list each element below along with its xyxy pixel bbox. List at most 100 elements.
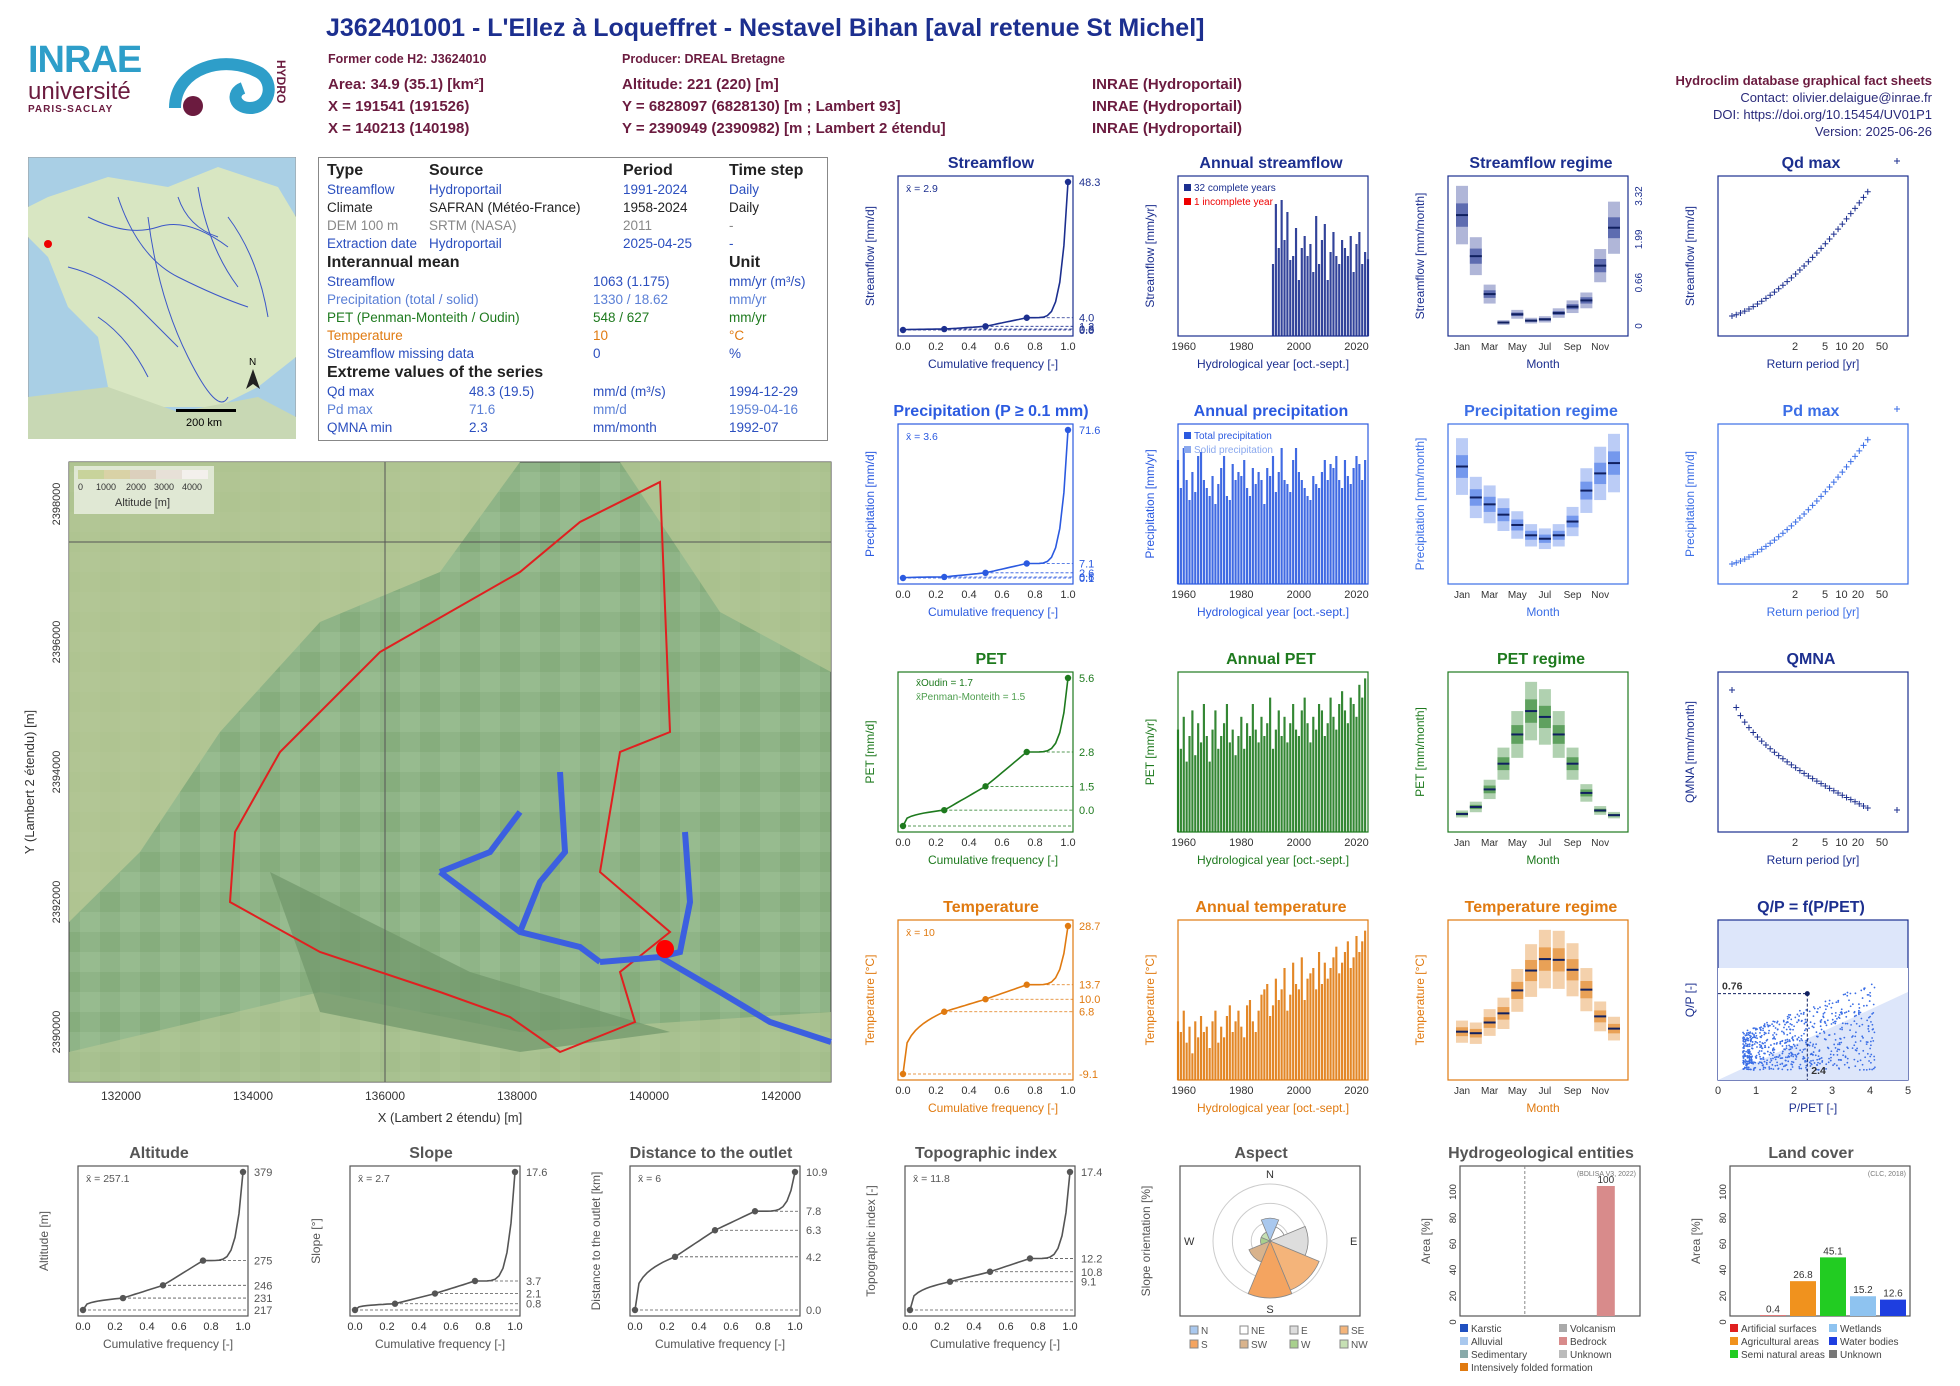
data-point [1781, 1030, 1783, 1033]
legend-tick: 2000 [126, 482, 146, 492]
axis-xlabel: Hydrological year [oct.-sept.] [1197, 605, 1349, 619]
bar [1364, 930, 1367, 1080]
data-point [1830, 479, 1837, 486]
data-point [1746, 1043, 1749, 1046]
bar [1228, 742, 1231, 832]
legend-label: Total precipitation [1194, 431, 1272, 442]
bar [1260, 994, 1263, 1080]
bar [1349, 236, 1352, 336]
bar [1271, 264, 1275, 336]
bar [1274, 492, 1277, 584]
chart-panel-7: Pd max 2 5 10 20 50 Precipitation [mm/d] Return… [1683, 403, 1909, 619]
data-point [1868, 1030, 1870, 1033]
data-point [1792, 764, 1799, 771]
data-point [1787, 1025, 1790, 1028]
data-point [1770, 1059, 1773, 1062]
data-point [1835, 1001, 1838, 1004]
legend-swatch [1460, 1324, 1468, 1332]
legend-swatch [1460, 1363, 1468, 1371]
data-point [1818, 245, 1825, 252]
axis-xlabel: Return period [yr] [1767, 605, 1860, 619]
right-tick-label: 275 [254, 1256, 272, 1268]
bar [1176, 729, 1180, 832]
plot-frame [1717, 175, 1909, 337]
bar-label: 12.6 [1883, 1289, 1903, 1300]
map-xtick: 136000 [365, 1089, 405, 1103]
y-tick-label: 40 [1718, 1265, 1729, 1276]
data-point [1859, 1040, 1862, 1042]
data-point [1750, 1056, 1753, 1059]
bar [1280, 989, 1283, 1080]
data-point [1809, 775, 1816, 782]
series-line [902, 429, 1069, 579]
bar [1361, 264, 1364, 336]
info-cell: 2025-04-25 [623, 236, 693, 251]
data-point [1766, 1038, 1769, 1041]
data-point [1830, 1056, 1832, 1059]
data-point [1861, 997, 1864, 999]
data-point [1873, 986, 1876, 989]
legend-swatch [1829, 1350, 1837, 1358]
axis-xlabel: Month [1526, 1101, 1559, 1115]
axis-xlabel: P/PET [-] [1789, 1101, 1837, 1115]
data-point [1766, 1021, 1768, 1024]
data-point [1803, 1022, 1806, 1025]
legend-swatch [1829, 1337, 1837, 1345]
bar [1205, 736, 1208, 832]
data-point [1822, 1030, 1825, 1033]
right-tick-label: 0.6 [1079, 572, 1094, 584]
bar [1320, 472, 1324, 584]
data-point [1854, 1041, 1857, 1044]
data-point [1748, 1054, 1751, 1057]
data-point [1749, 1040, 1752, 1043]
data-point [1864, 188, 1871, 195]
bar [1346, 476, 1349, 584]
data-point [1815, 1043, 1818, 1046]
bar [1355, 716, 1358, 832]
data-point [1729, 687, 1735, 693]
plot-frame [1717, 423, 1909, 585]
chart-title: Hydrogeological entities [1448, 1145, 1634, 1162]
data-point [1833, 1033, 1836, 1035]
contact-link[interactable]: Contact: olivier.delaigue@inrae.fr [1740, 90, 1932, 105]
mean-label: Streamflow missing data [327, 346, 475, 361]
x-tick-label: 0.6 [994, 341, 1009, 353]
data-point [1774, 1038, 1777, 1040]
data-point [1808, 1010, 1811, 1013]
bar [1271, 1005, 1275, 1080]
data-point [1774, 1027, 1777, 1029]
x-tick-label: 0.8 [1027, 589, 1042, 601]
mean-value: 1063 (1.175) [593, 274, 670, 289]
data-point [1841, 1028, 1844, 1031]
data-point [1833, 1020, 1836, 1023]
doi-link[interactable]: DOI: https://doi.org/10.15454/UV01P1 [1713, 107, 1932, 122]
data-point [1803, 1032, 1805, 1035]
bar [1197, 1037, 1200, 1080]
data-point [1853, 1058, 1856, 1061]
chart-panel-13: Annual temperature 1960 1980 2000 2020 Temper… [1143, 899, 1369, 1115]
data-point [1759, 1058, 1762, 1060]
data-point [1778, 1054, 1781, 1057]
data-point [1872, 1028, 1875, 1030]
bar [1191, 472, 1194, 584]
data-point [1762, 1029, 1764, 1032]
data-point [1781, 1068, 1784, 1071]
data-point [1751, 1036, 1754, 1039]
legend-label: Artificial surfaces [1741, 1324, 1817, 1335]
data-point [1819, 1020, 1822, 1023]
data-point [1750, 1047, 1753, 1050]
x-tick-label: 0.4 [966, 1321, 981, 1333]
data-point [1837, 1048, 1839, 1051]
x-tick-label: 2020 [1344, 589, 1368, 601]
x-tick-label: 1.0 [1060, 837, 1075, 849]
bar [1260, 480, 1263, 584]
chart-title: Temperature regime [1465, 899, 1618, 916]
axis-xlabel: Hydrological year [oct.-sept.] [1197, 357, 1349, 371]
legend-swatch [1460, 1337, 1468, 1345]
x-tick-label: Nov [1591, 838, 1609, 849]
data-point [1831, 1012, 1833, 1015]
x-tick-label: Nov [1591, 1086, 1609, 1097]
data-point [1754, 733, 1761, 740]
data-point [1843, 463, 1850, 470]
bar [1243, 460, 1246, 584]
